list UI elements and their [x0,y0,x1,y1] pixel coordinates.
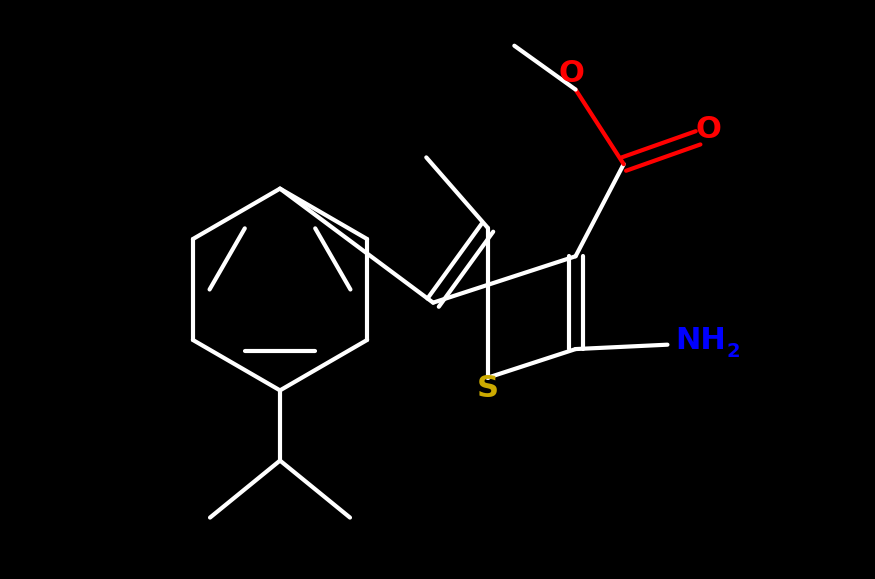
Text: O: O [696,115,722,144]
Text: S: S [477,374,499,403]
Text: 2: 2 [726,342,740,361]
Text: NH: NH [676,326,726,355]
Text: O: O [558,59,584,88]
